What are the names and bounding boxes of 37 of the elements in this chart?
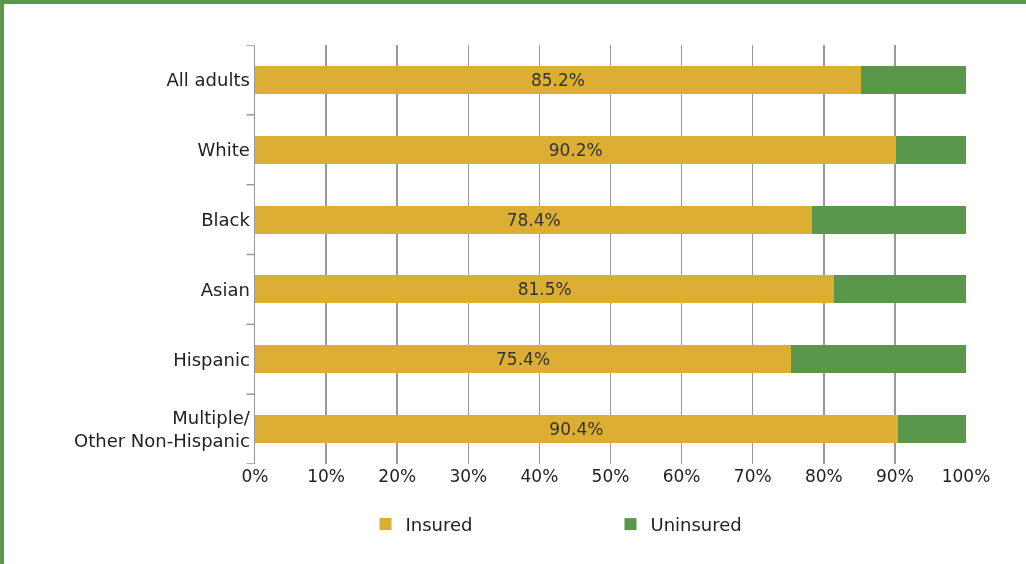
bar	[255, 275, 835, 304]
data-label: 85.2%	[530, 69, 585, 90]
y-tick-label: White	[197, 139, 250, 161]
x-tick-label: 90%	[876, 466, 914, 486]
x-tick-label: 50%	[591, 466, 630, 486]
x-tick-label: 80%	[804, 466, 843, 486]
y-tick-label: All adults	[166, 69, 250, 91]
data-label: 90.2%	[548, 139, 603, 160]
x-tick-label: 0%	[241, 466, 269, 486]
bar	[255, 205, 813, 234]
bar	[255, 65, 861, 94]
x-tick-label: 30%	[449, 466, 488, 486]
x-tick-label: 60%	[662, 466, 701, 486]
y-tick-label: Hispanic	[173, 348, 250, 370]
y-tick-label: Asian	[200, 278, 250, 300]
legend-label: Uninsured	[650, 514, 742, 536]
x-tick-label: 70%	[733, 466, 772, 486]
x-tick-label: 100%	[941, 466, 991, 486]
bar	[812, 205, 966, 234]
bar	[255, 345, 792, 374]
data-label: 75.4%	[496, 349, 551, 370]
y-tick-label: Black	[201, 208, 251, 230]
bar	[897, 415, 966, 444]
bar	[834, 275, 966, 304]
bar	[255, 415, 898, 444]
x-tick-label: 10%	[307, 466, 345, 486]
data-label: 81.5%	[517, 279, 572, 300]
bar	[860, 65, 966, 94]
legend-label: Insured	[405, 514, 473, 536]
data-label: 78.4%	[506, 209, 561, 230]
y-tick-label: Multiple/ Other Non-Hispanic	[74, 406, 251, 452]
bar	[255, 135, 897, 164]
bar	[896, 135, 966, 164]
data-label: 90.4%	[549, 419, 604, 440]
bar	[791, 345, 966, 374]
x-tick-label: 20%	[378, 466, 417, 486]
x-tick-label: 40%	[520, 466, 559, 486]
